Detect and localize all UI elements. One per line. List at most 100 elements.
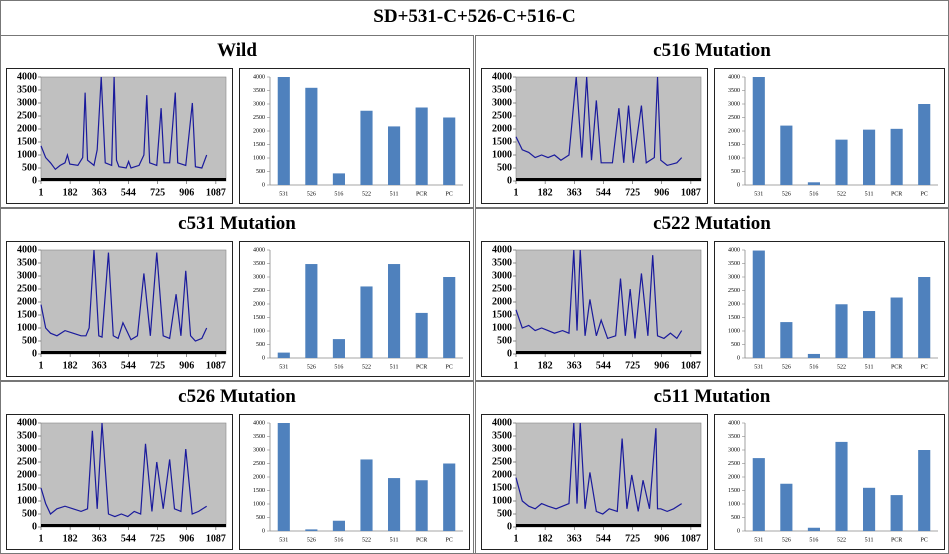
- line-chart-box: 0 500 1000 1500 2000 2500 3000 3500 4000 1 182 363 5…: [481, 414, 708, 550]
- x-tick-label: 522: [362, 364, 371, 370]
- y-tick-label: 1500: [728, 315, 740, 321]
- x-tick-label: PC: [446, 537, 453, 543]
- y-tick-label: 1500: [253, 488, 265, 494]
- y-tick-label: 2000: [253, 301, 265, 307]
- bar: [388, 126, 401, 185]
- y-tick-label: 1000: [728, 155, 740, 161]
- x-tick-label: PCR: [891, 364, 902, 370]
- x-tick-label: 511: [390, 364, 399, 370]
- y-tick-label: 2500: [253, 115, 265, 121]
- y-tick-label: 2000: [728, 128, 740, 134]
- panel: c531 Mutation 0 500 1000 1500 2000 2500 3000 350…: [0, 208, 474, 381]
- x-tick-label: 725: [150, 533, 165, 544]
- x-axis-bar: [41, 524, 226, 527]
- bar: [807, 353, 820, 358]
- x-tick-label: PCR: [891, 191, 902, 197]
- panel: c522 Mutation 0 500 1000 1500 2000 2500 3000 350…: [475, 208, 949, 381]
- panel-title: c522 Mutation: [653, 213, 771, 234]
- bar: [443, 277, 456, 358]
- x-tick-label: 906: [654, 187, 669, 198]
- bar: [360, 110, 373, 185]
- y-tick-label: 500: [22, 508, 37, 519]
- bar-chart-box: 0 500 1000 1500 2000 2500 3000 3500 4000 531 526 51…: [239, 68, 470, 204]
- y-tick-label: 500: [256, 169, 265, 175]
- bar: [360, 286, 373, 358]
- x-tick-label: 363: [567, 533, 582, 544]
- bar: [780, 483, 793, 531]
- panel-title: c511 Mutation: [653, 386, 771, 407]
- y-tick-label: 3500: [728, 261, 740, 267]
- y-tick-label: 1000: [728, 501, 740, 507]
- bar-chart: 0 500 1000 1500 2000 2500 3000 3500 4000 531 526 51…: [728, 420, 938, 543]
- y-tick-label: 500: [22, 335, 37, 346]
- y-tick-label: 500: [256, 515, 265, 521]
- x-tick-label: 1: [514, 533, 519, 544]
- bar: [890, 297, 903, 358]
- y-tick-label: 1500: [728, 488, 740, 494]
- y-tick-label: 4000: [492, 417, 512, 428]
- x-tick-label: 725: [150, 187, 165, 198]
- bar: [863, 487, 876, 531]
- figure-title: SD+531-C+526-C+516-C: [373, 6, 576, 27]
- x-tick-label: 511: [865, 537, 874, 543]
- y-tick-label: 500: [731, 169, 740, 175]
- y-tick-label: 4000: [492, 71, 512, 82]
- y-tick-label: 2500: [17, 110, 37, 121]
- bar: [752, 250, 765, 358]
- x-tick-label: 1: [39, 533, 44, 544]
- x-tick-label: 531: [279, 191, 288, 197]
- y-tick-label: 1500: [17, 482, 37, 493]
- bar: [780, 125, 793, 185]
- y-tick-label: 0: [737, 355, 740, 361]
- y-tick-label: 0: [507, 175, 512, 186]
- bar: [305, 87, 318, 185]
- y-tick-label: 2000: [492, 469, 512, 480]
- bar: [415, 480, 428, 531]
- x-tick-label: 522: [362, 191, 371, 197]
- y-tick-label: 500: [731, 342, 740, 348]
- x-tick-label: 1: [39, 187, 44, 198]
- x-axis-bar: [41, 351, 226, 354]
- bar: [752, 77, 765, 185]
- x-tick-label: PC: [921, 537, 928, 543]
- x-tick-label: 516: [809, 191, 818, 197]
- plot-area: [515, 249, 702, 355]
- x-tick-label: 516: [334, 364, 343, 370]
- x-axis-bar: [516, 178, 701, 181]
- line-chart: 0 500 1000 1500 2000 2500 3000 3500 4000 1 182 363 5…: [17, 417, 227, 544]
- x-tick-label: 1087: [206, 187, 226, 198]
- x-tick-label: 522: [837, 537, 846, 543]
- y-tick-label: 1500: [253, 142, 265, 148]
- y-tick-label: 4000: [728, 74, 740, 80]
- x-tick-label: 526: [307, 537, 316, 543]
- x-tick-label: 531: [279, 364, 288, 370]
- line-chart-box: 0 500 1000 1500 2000 2500 3000 3500 4000 1 182 363 5…: [6, 241, 233, 377]
- y-tick-label: 0: [262, 355, 265, 361]
- trace-line: [40, 76, 208, 171]
- line-chart-box: 0 500 1000 1500 2000 2500 3000 3500 4000 1 182 363 5…: [6, 68, 233, 204]
- y-tick-label: 3500: [253, 261, 265, 267]
- plot-area: [40, 422, 227, 528]
- x-axis-bar: [516, 351, 701, 354]
- y-tick-label: 1000: [253, 328, 265, 334]
- x-axis-bar: [41, 178, 226, 181]
- x-tick-label: 906: [654, 360, 669, 371]
- x-tick-label: 526: [307, 191, 316, 197]
- y-tick-label: 4000: [253, 74, 265, 80]
- y-tick-label: 3000: [253, 101, 265, 107]
- plot-area: [515, 76, 702, 182]
- x-tick-label: 363: [92, 187, 107, 198]
- bar: [918, 104, 931, 185]
- y-tick-label: 2500: [253, 461, 265, 467]
- y-tick-label: 3500: [728, 88, 740, 94]
- y-tick-label: 4000: [253, 420, 265, 426]
- bar-chart: 0 500 1000 1500 2000 2500 3000 3500 4000 531 526 51…: [253, 74, 463, 197]
- y-tick-label: 4000: [492, 244, 512, 255]
- line-chart: 0 500 1000 1500 2000 2500 3000 3500 4000 1 182 363 5…: [492, 244, 702, 371]
- y-tick-label: 1500: [728, 142, 740, 148]
- x-tick-label: 725: [625, 187, 640, 198]
- y-tick-label: 3500: [17, 257, 37, 268]
- y-tick-label: 4000: [728, 247, 740, 253]
- x-tick-label: 516: [809, 537, 818, 543]
- y-tick-label: 1000: [728, 328, 740, 334]
